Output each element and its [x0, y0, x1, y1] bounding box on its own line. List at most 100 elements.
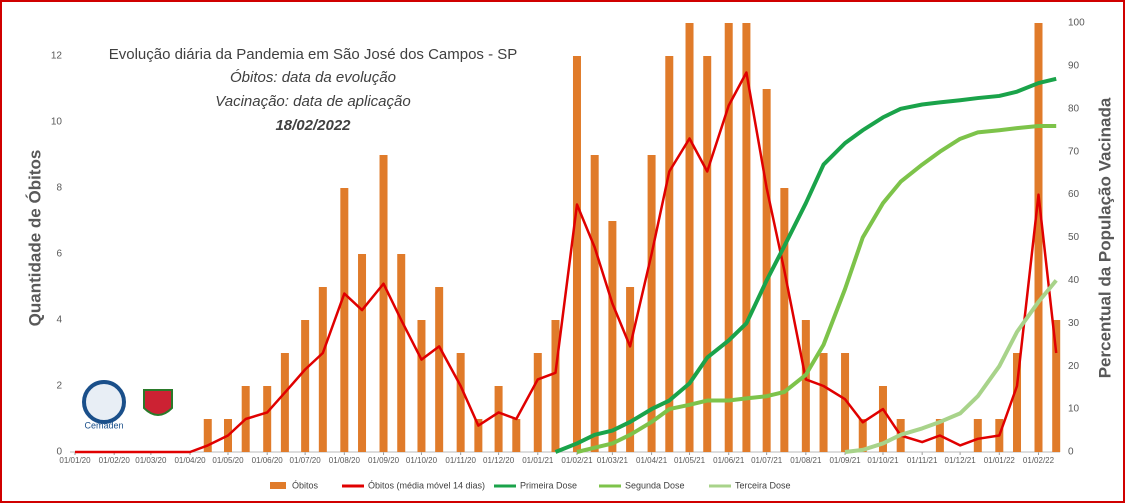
bar	[780, 188, 789, 452]
x-tick-label: 01/09/20	[368, 456, 400, 465]
y2-tick-label: 10	[1068, 404, 1080, 415]
bar	[301, 320, 310, 452]
x-tick-label: 01/10/21	[867, 456, 899, 465]
bar	[858, 419, 867, 452]
chart-title: Evolução diária da Pandemia em São José …	[109, 46, 518, 63]
logo-label: Cemaden	[84, 420, 123, 430]
y-tick-label: 4	[56, 315, 62, 326]
subtitle: Óbitos: data da evolução	[230, 69, 396, 86]
x-tick-label: 01/12/21	[945, 456, 977, 465]
x-tick-label: 01/02/21	[561, 456, 593, 465]
subtitle: Vacinação: data de aplicação	[215, 93, 410, 110]
bar	[841, 353, 850, 452]
bar	[685, 23, 694, 452]
line	[554, 76, 1057, 454]
bar	[1034, 23, 1043, 452]
bar	[358, 254, 367, 452]
bar	[340, 188, 349, 452]
line	[576, 123, 1057, 454]
bar	[608, 221, 617, 452]
x-tick-label: 01/01/22	[984, 456, 1016, 465]
legend-swatch	[270, 482, 286, 489]
x-tick-label: 01/02/22	[1023, 456, 1055, 465]
x-tick-label: 01/12/20	[483, 456, 515, 465]
bar	[724, 23, 733, 452]
x-tick-label: 01/06/21	[713, 456, 745, 465]
y2-tick-label: 60	[1068, 189, 1080, 200]
y2-tick-label: 80	[1068, 103, 1080, 114]
bar	[1013, 353, 1022, 452]
y2-tick-label: 50	[1068, 232, 1080, 243]
x-tick-label: 01/11/21	[907, 456, 938, 465]
bar	[263, 386, 272, 452]
bar	[703, 56, 712, 452]
x-tick-label: 01/02/20	[99, 456, 131, 465]
y2-tick-label: 70	[1068, 146, 1080, 157]
bar	[590, 155, 599, 452]
y-axis-title: Quantidade de Óbitos	[25, 150, 44, 327]
y2-axis-title: Percentual da População Vacinada	[1095, 97, 1114, 378]
x-tick-label: 01/06/20	[252, 456, 284, 465]
bar	[665, 56, 674, 452]
y-tick-label: 0	[56, 447, 62, 458]
line	[844, 279, 1058, 454]
bar	[572, 56, 581, 452]
bar	[742, 23, 751, 452]
x-tick-label: 01/08/20	[329, 456, 361, 465]
city-crest	[143, 389, 173, 416]
y-tick-label: 8	[56, 183, 62, 194]
legend-label: Segunda Dose	[625, 480, 685, 490]
bar	[512, 419, 521, 452]
y2-tick-label: 20	[1068, 361, 1080, 372]
bar	[878, 386, 887, 452]
x-tick-label: 01/11/20	[445, 456, 476, 465]
y2-tick-label: 40	[1068, 275, 1080, 286]
legend-label: Óbitos (média móvel 14 dias)	[368, 480, 485, 490]
x-tick-label: 01/03/20	[135, 456, 167, 465]
bar	[819, 353, 828, 452]
y2-tick-label: 30	[1068, 318, 1080, 329]
y2-tick-label: 90	[1068, 61, 1080, 72]
bar	[647, 155, 656, 452]
legend-label: Terceira Dose	[735, 480, 791, 490]
legend-label: Óbitos	[292, 480, 319, 490]
x-tick-label: 01/04/21	[636, 456, 668, 465]
x-tick-label: 01/03/21	[597, 456, 629, 465]
y2-tick-label: 0	[1068, 447, 1074, 458]
x-tick-label: 01/05/21	[674, 456, 706, 465]
y-tick-label: 6	[56, 249, 62, 260]
x-tick-label: 01/08/21	[790, 456, 822, 465]
bar	[801, 320, 810, 452]
x-tick-label: 01/07/20	[290, 456, 322, 465]
x-tick-label: 01/07/21	[751, 456, 783, 465]
logo: Cemaden	[82, 380, 173, 430]
bar	[435, 287, 444, 452]
bar	[533, 353, 542, 452]
y-tick-label: 2	[56, 381, 62, 392]
line	[75, 71, 1058, 454]
x-tick-label: 01/09/21	[829, 456, 861, 465]
y-tick-label: 10	[51, 117, 63, 128]
bar	[474, 419, 483, 452]
bar	[626, 287, 635, 452]
x-tick-label: 01/01/20	[59, 456, 91, 465]
legend-label: Primeira Dose	[520, 480, 577, 490]
subtitle: 18/02/2022	[275, 117, 351, 134]
bar	[379, 155, 388, 452]
bar	[203, 419, 212, 452]
bar	[456, 353, 465, 452]
x-tick-label: 01/10/20	[406, 456, 438, 465]
bar	[551, 320, 560, 452]
x-tick-label: 01/05/20	[212, 456, 244, 465]
y2-tick-label: 100	[1068, 18, 1085, 29]
bar	[397, 254, 406, 452]
x-tick-label: 01/01/21	[522, 456, 554, 465]
bar	[1052, 320, 1061, 452]
bar	[318, 287, 327, 452]
bar	[417, 320, 426, 452]
logo-ring	[82, 380, 126, 424]
x-tick-label: 01/04/20	[174, 456, 206, 465]
bar	[973, 419, 982, 452]
